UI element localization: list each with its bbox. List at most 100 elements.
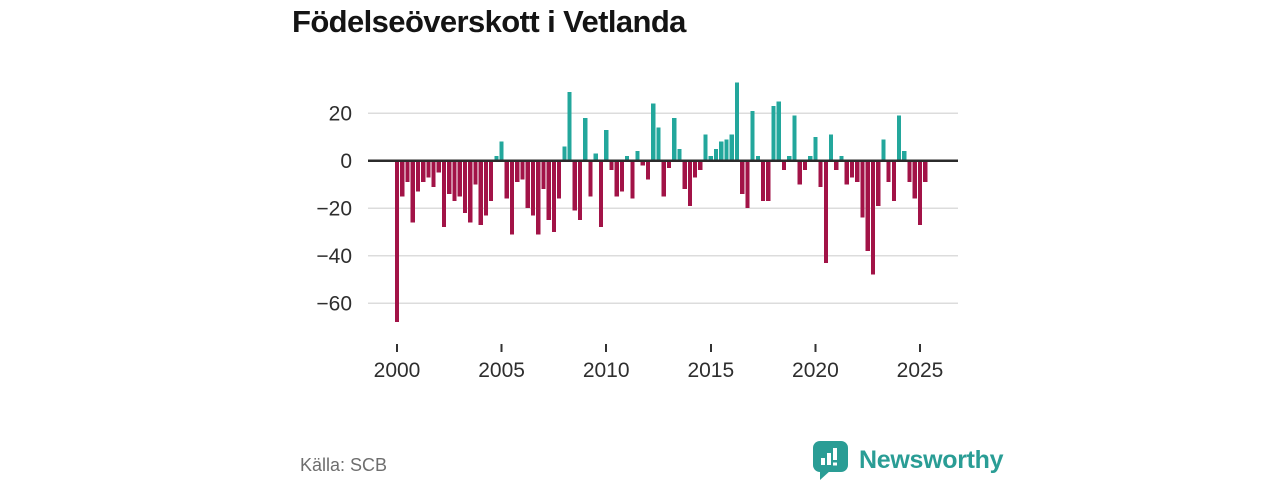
bar bbox=[447, 160, 452, 194]
bar bbox=[823, 160, 828, 263]
bar bbox=[881, 139, 886, 161]
bar bbox=[489, 160, 494, 202]
bar bbox=[421, 160, 426, 183]
bar bbox=[797, 160, 802, 185]
bar bbox=[619, 160, 624, 192]
bar bbox=[436, 160, 441, 173]
bar bbox=[917, 160, 923, 225]
bar bbox=[781, 160, 787, 171]
x-tick-label: 2015 bbox=[687, 359, 734, 382]
bar bbox=[473, 160, 478, 185]
bar bbox=[625, 155, 630, 161]
bar bbox=[593, 153, 598, 161]
bar bbox=[604, 129, 609, 161]
bar bbox=[426, 160, 431, 178]
newsworthy-logo[interactable]: Newsworthy bbox=[812, 440, 1004, 480]
x-tick-label: 2020 bbox=[792, 359, 839, 382]
bar bbox=[520, 160, 525, 180]
bar bbox=[923, 160, 928, 183]
bar bbox=[766, 160, 771, 202]
bar bbox=[876, 160, 881, 206]
bar bbox=[515, 160, 520, 183]
bar bbox=[410, 160, 415, 223]
bar bbox=[750, 110, 755, 161]
bar bbox=[630, 160, 635, 199]
bar bbox=[755, 155, 760, 161]
bar bbox=[551, 160, 556, 232]
bar bbox=[672, 117, 677, 161]
bar bbox=[818, 160, 823, 187]
bar bbox=[860, 160, 865, 218]
bar bbox=[614, 160, 619, 197]
bar bbox=[661, 160, 666, 197]
bar bbox=[792, 115, 797, 161]
bar bbox=[703, 134, 708, 161]
bar bbox=[839, 155, 844, 161]
bar bbox=[405, 160, 410, 183]
bar bbox=[734, 82, 740, 161]
bar bbox=[441, 160, 447, 228]
bar bbox=[896, 115, 902, 161]
bar bbox=[771, 106, 776, 161]
bar bbox=[394, 160, 400, 323]
bar bbox=[870, 160, 876, 275]
bar bbox=[567, 91, 572, 161]
bar bbox=[891, 160, 896, 202]
bar bbox=[478, 160, 483, 225]
bar bbox=[656, 127, 661, 161]
bar bbox=[635, 151, 640, 161]
bar bbox=[666, 160, 672, 168]
bar bbox=[530, 160, 536, 216]
bar bbox=[415, 160, 421, 192]
bar bbox=[677, 148, 682, 161]
y-tick-label: −20 bbox=[316, 198, 352, 221]
bar bbox=[693, 160, 698, 178]
bar bbox=[813, 136, 818, 161]
bar bbox=[462, 160, 468, 213]
bar bbox=[886, 160, 891, 183]
bar bbox=[562, 146, 567, 161]
bar bbox=[504, 160, 509, 199]
bar bbox=[802, 160, 808, 171]
bar bbox=[572, 160, 577, 211]
y-tick-label: 0 bbox=[340, 150, 352, 173]
bar bbox=[400, 160, 405, 197]
bar bbox=[902, 151, 907, 161]
x-tick-label: 2000 bbox=[374, 359, 421, 382]
bar bbox=[907, 160, 912, 183]
bar bbox=[609, 160, 614, 171]
bar bbox=[713, 148, 719, 161]
bar bbox=[640, 160, 645, 166]
bar bbox=[787, 155, 792, 161]
bar bbox=[494, 155, 499, 161]
bar bbox=[687, 160, 692, 206]
bar bbox=[740, 160, 745, 194]
y-tick-label: 20 bbox=[329, 103, 352, 126]
bar bbox=[509, 160, 515, 235]
bar bbox=[546, 160, 551, 221]
x-tick-label: 2010 bbox=[583, 359, 630, 382]
bar bbox=[849, 160, 855, 178]
newsworthy-icon bbox=[813, 441, 848, 480]
x-tick-label: 2005 bbox=[478, 359, 525, 382]
bar bbox=[808, 155, 813, 161]
bar bbox=[745, 160, 750, 209]
bar bbox=[483, 160, 489, 216]
bar bbox=[708, 155, 713, 161]
y-tick-label: −40 bbox=[316, 245, 352, 268]
bar bbox=[912, 160, 917, 199]
bar bbox=[525, 160, 530, 209]
bar bbox=[698, 160, 703, 171]
bar bbox=[598, 160, 604, 228]
bar bbox=[651, 103, 656, 161]
x-tick-label: 2025 bbox=[897, 359, 944, 382]
bar bbox=[588, 160, 593, 197]
bar bbox=[452, 160, 457, 202]
bar bbox=[776, 101, 781, 161]
bar bbox=[828, 134, 834, 161]
bar bbox=[468, 160, 473, 223]
bar bbox=[557, 160, 562, 199]
bar bbox=[541, 160, 546, 190]
